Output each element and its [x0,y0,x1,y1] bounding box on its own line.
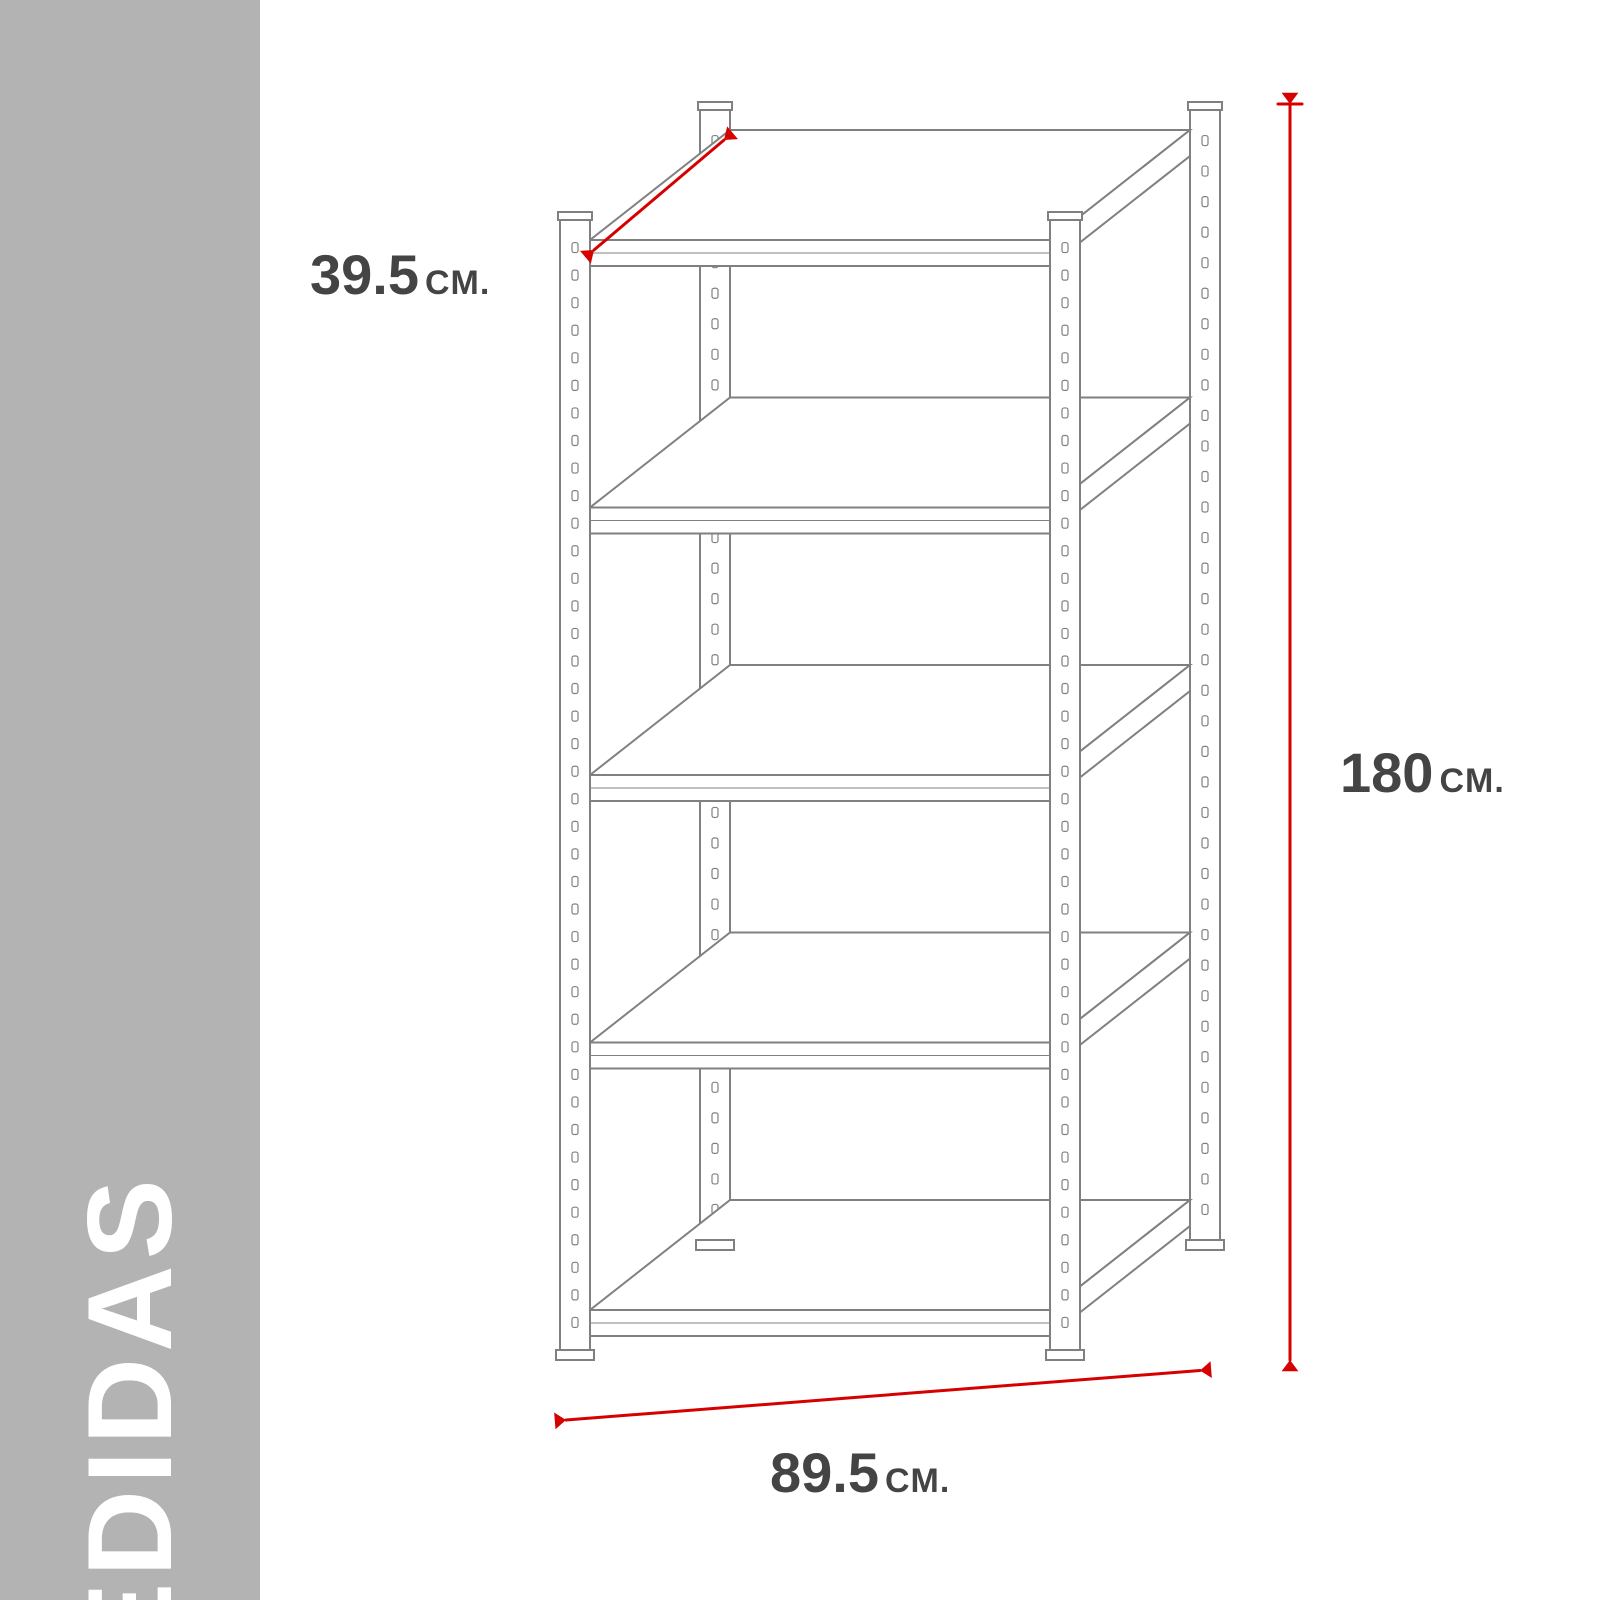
dim-height-unit: CM. [1439,762,1504,801]
dim-width: 89.5 CM. [770,1440,950,1505]
dim-width-value: 89.5 [770,1440,879,1505]
dim-depth-unit: CM. [425,264,490,303]
dim-height-value: 180 [1340,740,1433,805]
sidebar-title: MEDIDAS [61,1173,199,1600]
dim-width-unit: CM. [885,1462,950,1501]
dim-height: 180 CM. [1340,740,1505,805]
sidebar-band: MEDIDAS [0,0,260,1600]
dim-depth: 39.5 CM. [310,242,490,307]
dim-depth-value: 39.5 [310,242,419,307]
